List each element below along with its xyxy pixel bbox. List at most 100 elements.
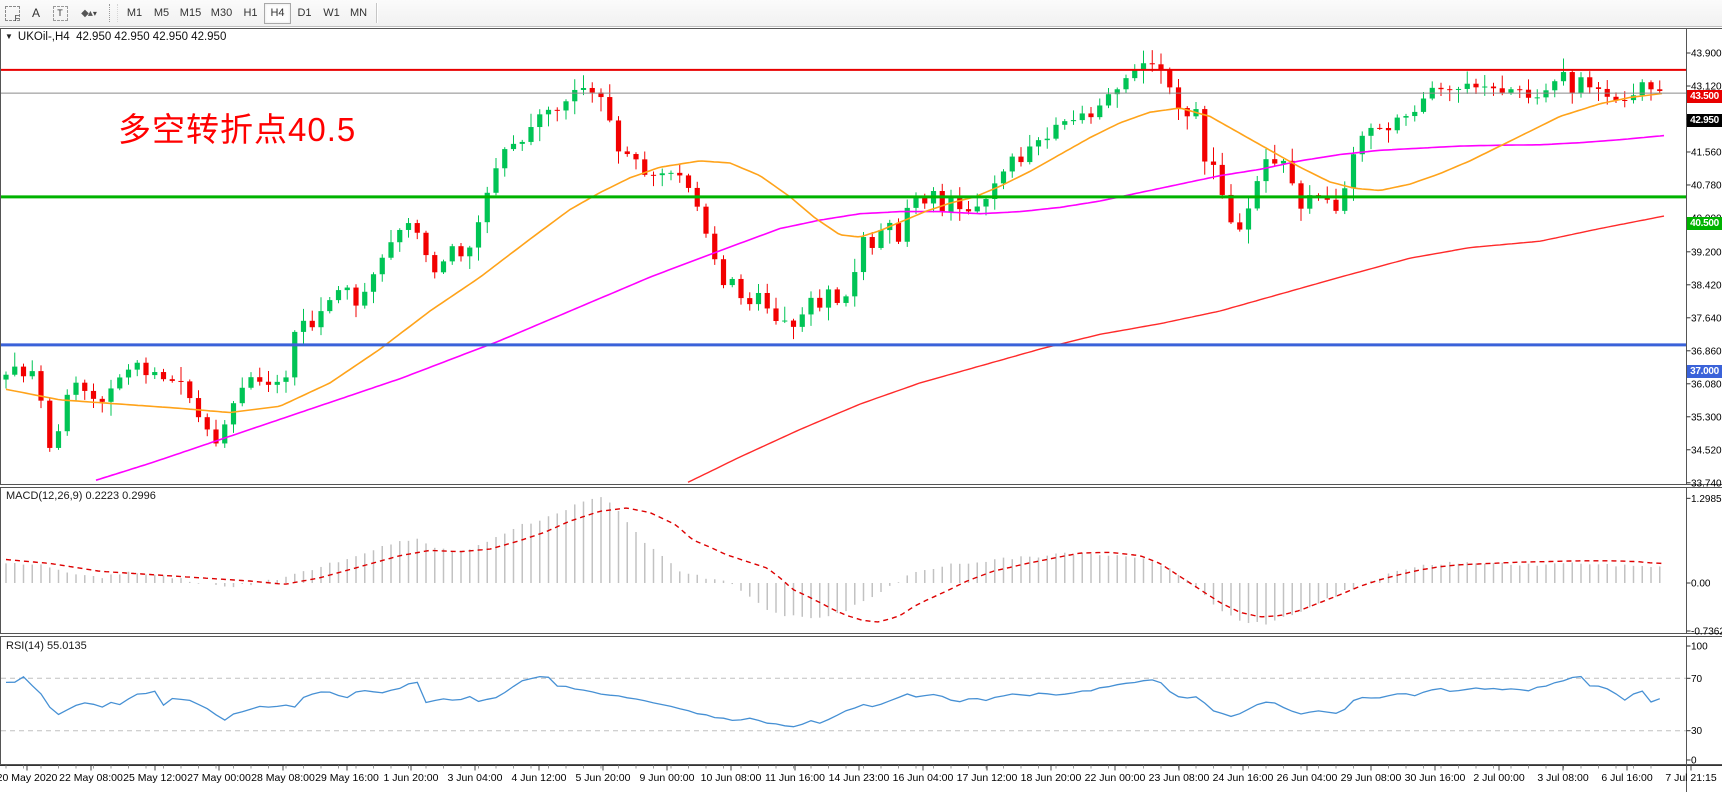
bull-candle xyxy=(274,381,280,385)
bull-candle xyxy=(755,292,762,305)
bull-candle xyxy=(537,114,543,128)
bull-candle xyxy=(73,382,79,395)
label-tool-button[interactable]: A xyxy=(25,2,47,24)
toolbar-grip[interactable] xyxy=(109,4,118,22)
bear-candle xyxy=(1447,89,1453,91)
bear-candle xyxy=(677,172,683,176)
bull-candle xyxy=(974,206,980,212)
bull-candle xyxy=(563,101,569,111)
macd-panel[interactable]: 1.2985 0.00 -0.7362 xyxy=(0,486,1722,635)
text-tool-button[interactable]: T xyxy=(49,2,71,24)
bear-candle xyxy=(160,372,167,380)
bull-candle xyxy=(3,374,9,380)
bull-candle xyxy=(1342,188,1348,211)
macd-indicator-label: MACD(12,26,9) 0.2223 0.2996 xyxy=(6,490,156,502)
time-axis-label: 23 Jun 08:00 xyxy=(1149,772,1210,784)
price-axis-label: 40.780 xyxy=(1691,180,1722,191)
time-axis-label: 17 Jun 12:00 xyxy=(957,772,1018,784)
price-axis-label: 38.420 xyxy=(1691,280,1722,291)
bear-candle xyxy=(1184,108,1190,117)
bull-candle xyxy=(502,149,508,169)
bear-candle xyxy=(1333,199,1339,211)
bull-candle xyxy=(1368,127,1374,136)
rsi-axis-label: 100 xyxy=(1691,642,1708,653)
bear-candle xyxy=(922,195,928,204)
price-level-badge: 43.500 xyxy=(1687,90,1722,104)
chart-annotation-text[interactable]: 多空转折点40.5 xyxy=(118,111,357,148)
bear-candle xyxy=(187,381,193,399)
bull-candle xyxy=(580,87,587,90)
timeframe-button-d1[interactable]: D1 xyxy=(291,3,318,24)
bull-candle xyxy=(64,394,70,432)
time-axis[interactable]: 20 May 2020 22 May 08:00 25 May 12:00 27 Ma… xyxy=(0,765,1722,792)
bull-candle xyxy=(1350,154,1357,189)
bear-candle xyxy=(738,278,744,299)
bull-candle xyxy=(1639,82,1645,96)
bear-candle xyxy=(1088,113,1094,118)
bull-candle xyxy=(843,296,849,303)
bear-candle xyxy=(712,233,718,260)
price-axis-label: 36.860 xyxy=(1691,346,1722,357)
timeframe-button-h1[interactable]: H1 xyxy=(237,3,264,24)
label-a-icon: A xyxy=(31,6,40,20)
chart-area: 43.90043.12042.34041.56040.78040.00039.2… xyxy=(0,27,1722,792)
timeframe-button-mn[interactable]: MN xyxy=(345,3,372,24)
bull-candle xyxy=(370,274,377,292)
bear-candle xyxy=(82,382,88,391)
chart-dropdown-icon[interactable]: ▼ xyxy=(5,32,13,41)
price-level-badge: 42.950 xyxy=(1687,113,1722,127)
frame-tool-button[interactable]: F xyxy=(1,2,23,24)
macd-axis-label: 0.00 xyxy=(1691,579,1711,590)
time-axis-label: 3 Jun 04:00 xyxy=(448,772,503,784)
bear-candle xyxy=(650,174,657,176)
bear-candle xyxy=(265,381,272,385)
bear-candle xyxy=(1657,89,1663,91)
bear-candle xyxy=(764,292,770,309)
price-level-badge: 40.500 xyxy=(1687,217,1722,231)
rsi-indicator-label: RSI(14) 55.0135 xyxy=(6,640,87,652)
main-price-chart[interactable]: 43.90043.12042.34041.56040.78040.00039.2… xyxy=(0,27,1722,487)
rsi-panel[interactable]: 100 70 30 0 xyxy=(0,635,1722,766)
timeframe-button-m30[interactable]: M30 xyxy=(206,3,237,24)
bear-candle xyxy=(195,398,202,418)
timeframe-button-h4[interactable]: H4 xyxy=(264,2,291,24)
bull-candle xyxy=(55,431,62,448)
time-axis-label: 29 May 16:00 xyxy=(315,772,379,784)
bull-candle xyxy=(1280,160,1287,164)
timeframe-button-m15[interactable]: M15 xyxy=(175,3,206,24)
macd-axis-label: 1.2985 xyxy=(1691,494,1722,505)
bull-candle xyxy=(379,257,385,275)
bear-candle xyxy=(38,371,44,401)
bear-candle xyxy=(1385,127,1392,131)
bull-candle xyxy=(1263,159,1269,182)
timeframe-button-m5[interactable]: M5 xyxy=(148,3,175,24)
time-axis-label: 10 Jun 08:00 xyxy=(701,772,762,784)
frame-tool-icon: F xyxy=(4,5,20,23)
bull-candle xyxy=(1578,77,1584,93)
bear-candle xyxy=(1517,89,1523,91)
time-axis-label: 22 Jun 00:00 xyxy=(1085,772,1146,784)
bear-candle xyxy=(169,379,175,381)
bear-candle xyxy=(1237,222,1243,230)
bull-candle xyxy=(1079,113,1085,121)
bull-candle xyxy=(292,331,298,378)
bull-candle xyxy=(668,172,674,174)
bull-candle xyxy=(799,314,805,327)
bear-candle xyxy=(1622,99,1628,101)
timeframe-button-w1[interactable]: W1 xyxy=(318,3,345,24)
bull-candle xyxy=(318,311,324,328)
toolbar: F A T ◆▴ ▾ M1 M5 M15 M30 H1 H4 D1 W1 MN xyxy=(0,0,1722,27)
bear-candle xyxy=(1324,197,1330,200)
time-axis-label: 1 Jun 20:00 xyxy=(384,772,439,784)
bear-candle xyxy=(817,297,823,308)
bear-candle xyxy=(790,320,797,327)
bull-candle xyxy=(878,230,884,248)
bull-candle xyxy=(519,141,525,144)
bear-candle xyxy=(939,191,945,212)
time-axis-label: 27 May 00:00 xyxy=(187,772,251,784)
shapes-tool-button[interactable]: ◆▴ ▾ xyxy=(73,2,105,24)
timeframe-button-m1[interactable]: M1 xyxy=(121,3,148,24)
bear-candle xyxy=(747,298,753,305)
time-axis-label: 29 Jun 08:00 xyxy=(1341,772,1402,784)
rsi-line xyxy=(5,675,1661,728)
